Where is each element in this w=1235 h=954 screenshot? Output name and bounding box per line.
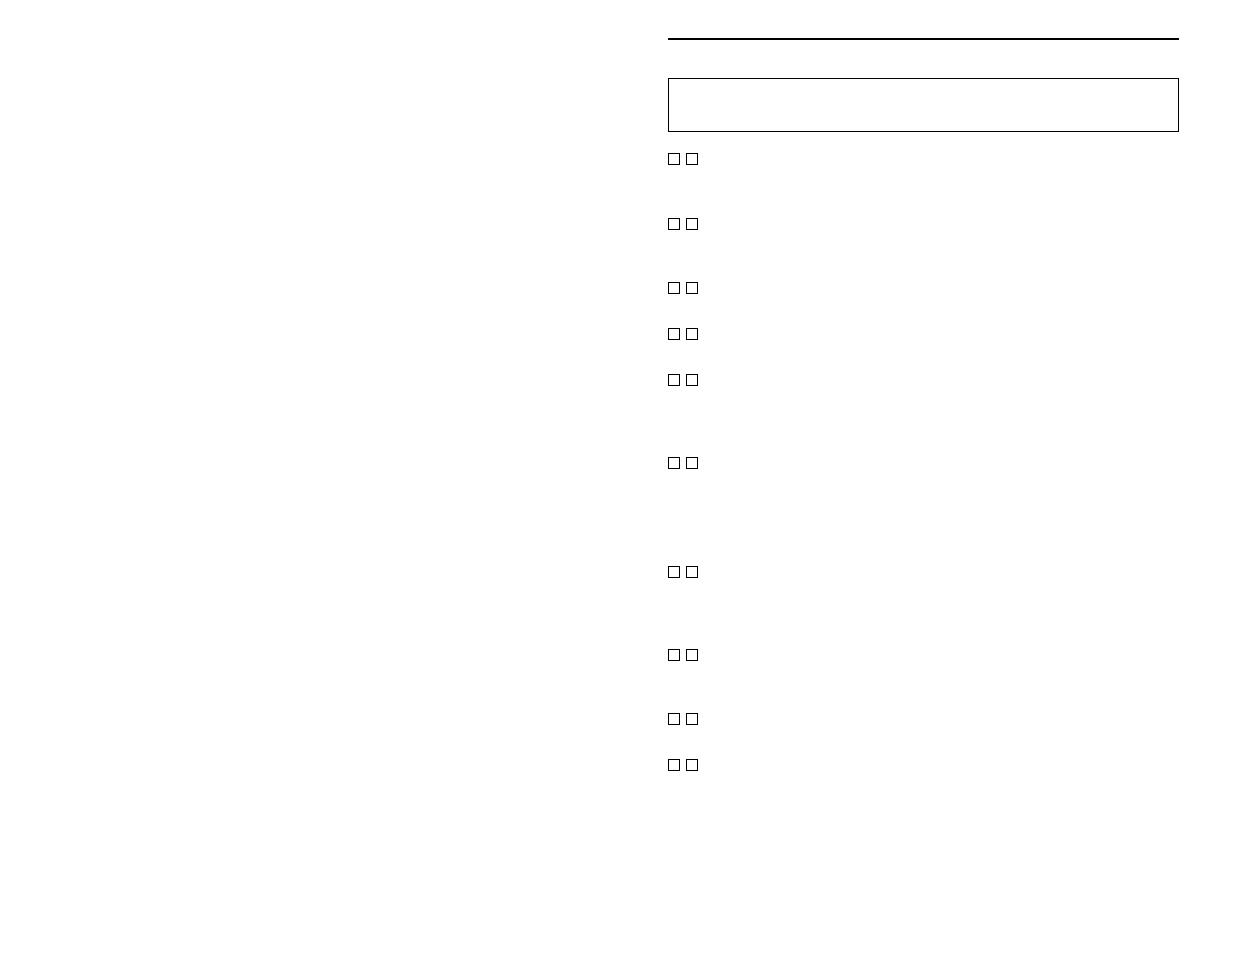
checkbox-row-8 — [668, 649, 698, 661]
checkbox-4b[interactable] — [686, 328, 698, 340]
checkbox-7b[interactable] — [686, 566, 698, 578]
checkbox-9b[interactable] — [686, 713, 698, 725]
checkbox-5b[interactable] — [686, 374, 698, 386]
checkbox-2b[interactable] — [686, 218, 698, 230]
checkbox-10a[interactable] — [668, 759, 680, 771]
checkbox-5a[interactable] — [668, 374, 680, 386]
checkbox-3a[interactable] — [668, 282, 680, 294]
checkbox-10b[interactable] — [686, 759, 698, 771]
checkbox-1b[interactable] — [686, 153, 698, 165]
checkbox-6b[interactable] — [686, 457, 698, 469]
checkbox-6a[interactable] — [668, 457, 680, 469]
checkbox-8a[interactable] — [668, 649, 680, 661]
document-page — [0, 0, 1235, 954]
checkbox-7a[interactable] — [668, 566, 680, 578]
checkbox-row-4 — [668, 328, 698, 340]
checkbox-4a[interactable] — [668, 328, 680, 340]
checkbox-row-2 — [668, 218, 698, 230]
checkbox-row-7 — [668, 566, 698, 578]
checkbox-8b[interactable] — [686, 649, 698, 661]
checkbox-row-1 — [668, 153, 698, 165]
checkbox-row-3 — [668, 282, 698, 294]
checkbox-1a[interactable] — [668, 153, 680, 165]
checkbox-2a[interactable] — [668, 218, 680, 230]
checkbox-9a[interactable] — [668, 713, 680, 725]
checkbox-3b[interactable] — [686, 282, 698, 294]
checkbox-row-5 — [668, 374, 698, 386]
checkbox-row-10 — [668, 759, 698, 771]
checkbox-row-6 — [668, 457, 698, 469]
top-horizontal-rule — [668, 38, 1179, 40]
header-box — [668, 78, 1179, 132]
checkbox-row-9 — [668, 713, 698, 725]
